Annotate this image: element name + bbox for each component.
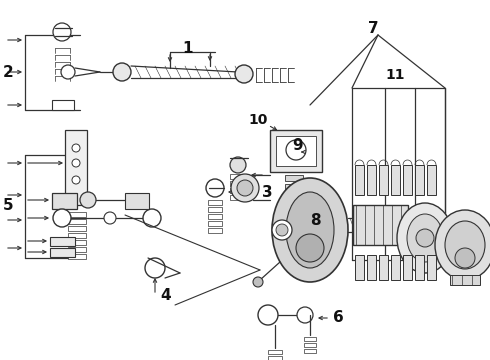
- Circle shape: [206, 179, 224, 197]
- Circle shape: [235, 65, 253, 83]
- Circle shape: [80, 192, 96, 208]
- Bar: [379, 255, 388, 280]
- Ellipse shape: [272, 178, 348, 282]
- Text: 7: 7: [368, 21, 379, 36]
- Bar: [304, 337, 316, 341]
- Circle shape: [72, 176, 80, 184]
- Bar: [415, 255, 424, 280]
- Circle shape: [53, 23, 71, 41]
- Bar: [208, 200, 222, 205]
- Text: 8: 8: [310, 212, 320, 228]
- Bar: [52, 100, 74, 110]
- Bar: [367, 255, 376, 280]
- Text: 1: 1: [182, 41, 193, 55]
- Bar: [391, 165, 400, 195]
- Text: 5: 5: [3, 198, 14, 212]
- Circle shape: [258, 305, 278, 325]
- Circle shape: [72, 159, 80, 167]
- Bar: [285, 211, 303, 217]
- Bar: [285, 184, 303, 190]
- Bar: [208, 207, 222, 212]
- Bar: [285, 193, 303, 199]
- Bar: [68, 219, 86, 224]
- Circle shape: [253, 277, 263, 287]
- Bar: [68, 212, 86, 217]
- Bar: [353, 205, 408, 245]
- Bar: [125, 193, 149, 209]
- Circle shape: [104, 212, 116, 224]
- Bar: [208, 228, 222, 233]
- Bar: [68, 226, 86, 231]
- Bar: [230, 174, 247, 179]
- Bar: [304, 349, 316, 353]
- Ellipse shape: [286, 192, 334, 268]
- Ellipse shape: [407, 214, 443, 262]
- Bar: [68, 240, 86, 245]
- Bar: [230, 181, 247, 186]
- Circle shape: [113, 63, 131, 81]
- Circle shape: [231, 174, 259, 202]
- Bar: [276, 136, 316, 166]
- Circle shape: [237, 180, 253, 196]
- Circle shape: [416, 229, 434, 247]
- Bar: [285, 220, 303, 226]
- Bar: [65, 130, 87, 205]
- Bar: [285, 238, 303, 244]
- Circle shape: [272, 220, 292, 240]
- Text: 10: 10: [248, 113, 268, 127]
- Bar: [68, 254, 86, 259]
- Circle shape: [145, 258, 165, 278]
- Ellipse shape: [435, 210, 490, 280]
- Bar: [285, 247, 303, 253]
- Bar: [403, 255, 412, 280]
- Bar: [415, 165, 424, 195]
- Bar: [304, 343, 316, 347]
- Circle shape: [53, 209, 71, 227]
- Bar: [427, 165, 436, 195]
- Bar: [68, 233, 86, 238]
- Bar: [50, 248, 75, 257]
- Bar: [403, 165, 412, 195]
- Bar: [268, 350, 282, 354]
- Bar: [208, 214, 222, 219]
- Bar: [285, 229, 303, 235]
- Bar: [285, 175, 303, 181]
- Bar: [355, 165, 364, 195]
- Bar: [268, 356, 282, 360]
- Text: 4: 4: [160, 288, 171, 302]
- Bar: [355, 255, 364, 280]
- Circle shape: [61, 65, 75, 79]
- Circle shape: [286, 140, 306, 160]
- Text: 9: 9: [292, 138, 303, 153]
- Bar: [285, 202, 303, 208]
- Ellipse shape: [397, 203, 453, 273]
- Circle shape: [143, 209, 161, 227]
- Circle shape: [455, 248, 475, 268]
- Bar: [52, 193, 77, 209]
- Circle shape: [276, 224, 288, 236]
- Bar: [379, 165, 388, 195]
- Bar: [208, 221, 222, 226]
- Bar: [427, 255, 436, 280]
- Bar: [270, 130, 322, 172]
- Ellipse shape: [445, 221, 485, 269]
- Bar: [68, 247, 86, 252]
- Bar: [367, 165, 376, 195]
- Bar: [50, 237, 75, 246]
- Bar: [230, 195, 247, 200]
- Circle shape: [296, 234, 324, 262]
- Bar: [450, 275, 480, 285]
- Text: 2: 2: [3, 64, 14, 80]
- Circle shape: [72, 144, 80, 152]
- Text: 11: 11: [385, 68, 405, 82]
- Bar: [230, 188, 247, 193]
- Text: 3: 3: [262, 185, 272, 199]
- Circle shape: [297, 307, 313, 323]
- Text: 6: 6: [333, 310, 344, 325]
- Circle shape: [230, 157, 246, 173]
- Bar: [391, 255, 400, 280]
